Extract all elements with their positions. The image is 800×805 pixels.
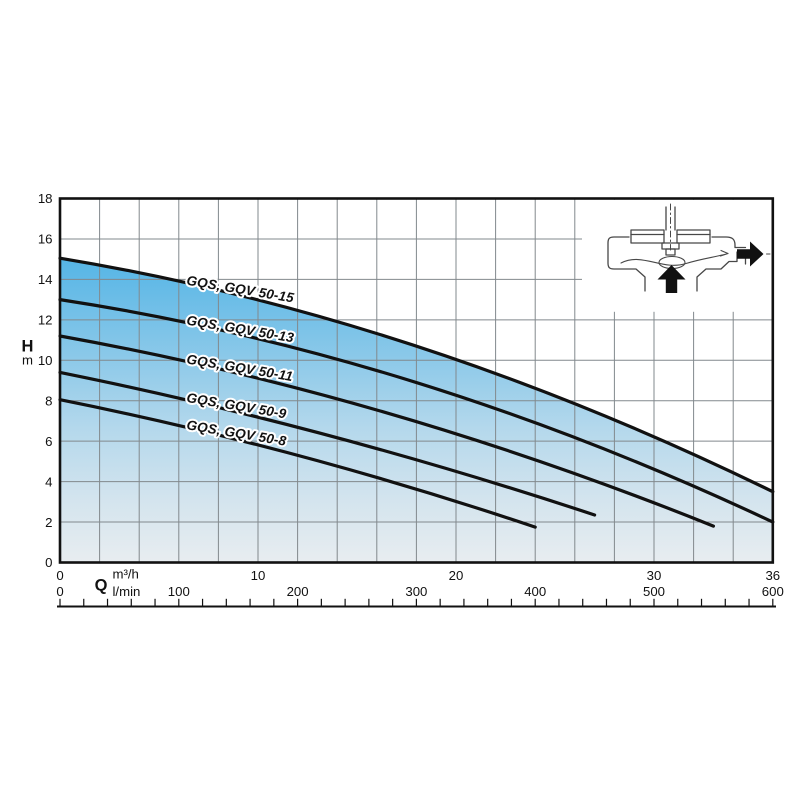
y-tick-label: 6 (45, 434, 52, 449)
impeller-right-vane (676, 229, 711, 244)
pump-curve (58, 334, 715, 528)
x-axis-unit-m3h: m³/h (113, 567, 139, 582)
y-tick-label: 2 (45, 515, 52, 530)
x-axis-ticks-lmin: 0 100 200 300 400 500 600 (56, 584, 783, 599)
y-tick-label: 14 (38, 272, 53, 287)
y-tick-label: 0 (45, 555, 52, 570)
x-tick-lmin: 200 (287, 584, 309, 599)
x-tick-lmin: 600 (762, 584, 784, 599)
x-tick-m3h: 0 (56, 568, 63, 583)
plot-border (58, 197, 775, 564)
y-tick-label: 4 (45, 474, 52, 489)
x-tick-m3h: 36 (765, 568, 780, 583)
inlet-arrow-icon (657, 265, 686, 293)
pump-curve (58, 398, 537, 529)
x-tick-lmin: 100 (168, 584, 190, 599)
x-axis-ticks-m3h: 0 10 20 30 36 (56, 568, 780, 583)
y-axis-unit: m (22, 353, 33, 368)
x-axis-label: Q (95, 577, 108, 595)
x-tick-lmin: 400 (524, 584, 546, 599)
x-tick-m3h: 10 (251, 568, 266, 583)
x-axis-unit-lmin: l/min (113, 584, 141, 599)
x-tick-lmin: 300 (405, 584, 427, 599)
x-tick-m3h: 20 (449, 568, 464, 583)
flow-swirl-line (620, 249, 729, 266)
casing-left-outline (607, 236, 646, 292)
y-tick-label: 12 (38, 313, 53, 328)
y-tick-label: 10 (38, 353, 53, 368)
pump-curve (58, 256, 775, 494)
y-tick-label: 16 (38, 232, 53, 247)
x-tick-lmin: 0 (56, 584, 63, 599)
y-tick-label: 8 (45, 393, 52, 408)
y-axis-label: H (22, 338, 34, 356)
y-axis-ticks: 18 16 14 12 10 8 6 4 2 0 (38, 191, 53, 570)
pump-curve (58, 370, 597, 517)
lmin-ruler (57, 598, 776, 608)
x-tick-lmin: 500 (643, 584, 665, 599)
pump-curves (58, 256, 775, 529)
impeller-nut (665, 248, 676, 256)
x-tick-m3h: 30 (647, 568, 662, 583)
outlet-arrow-icon (737, 241, 764, 267)
pump-cross-section-icon (582, 199, 772, 312)
impeller-left-vane (630, 229, 665, 244)
pump-curve (58, 298, 775, 524)
casing-top-right-outline (711, 236, 747, 249)
y-tick-label: 18 (38, 191, 53, 206)
